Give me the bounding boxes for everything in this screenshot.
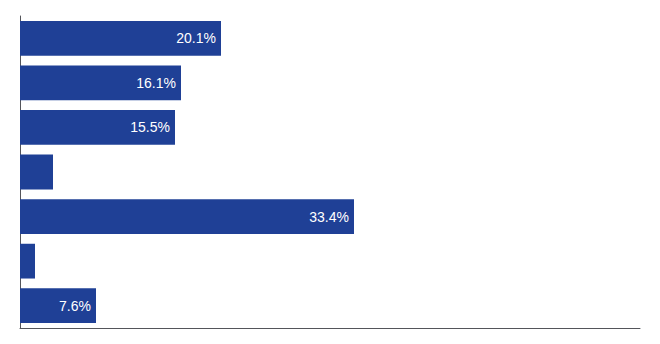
svg-text:15.5%: 15.5% — [130, 119, 170, 135]
svg-text:16.1%: 16.1% — [136, 75, 176, 91]
svg-text:20.1%: 20.1% — [176, 30, 216, 46]
svg-text:33.4%: 33.4% — [309, 209, 349, 225]
svg-text:7.6%: 7.6% — [59, 298, 91, 314]
